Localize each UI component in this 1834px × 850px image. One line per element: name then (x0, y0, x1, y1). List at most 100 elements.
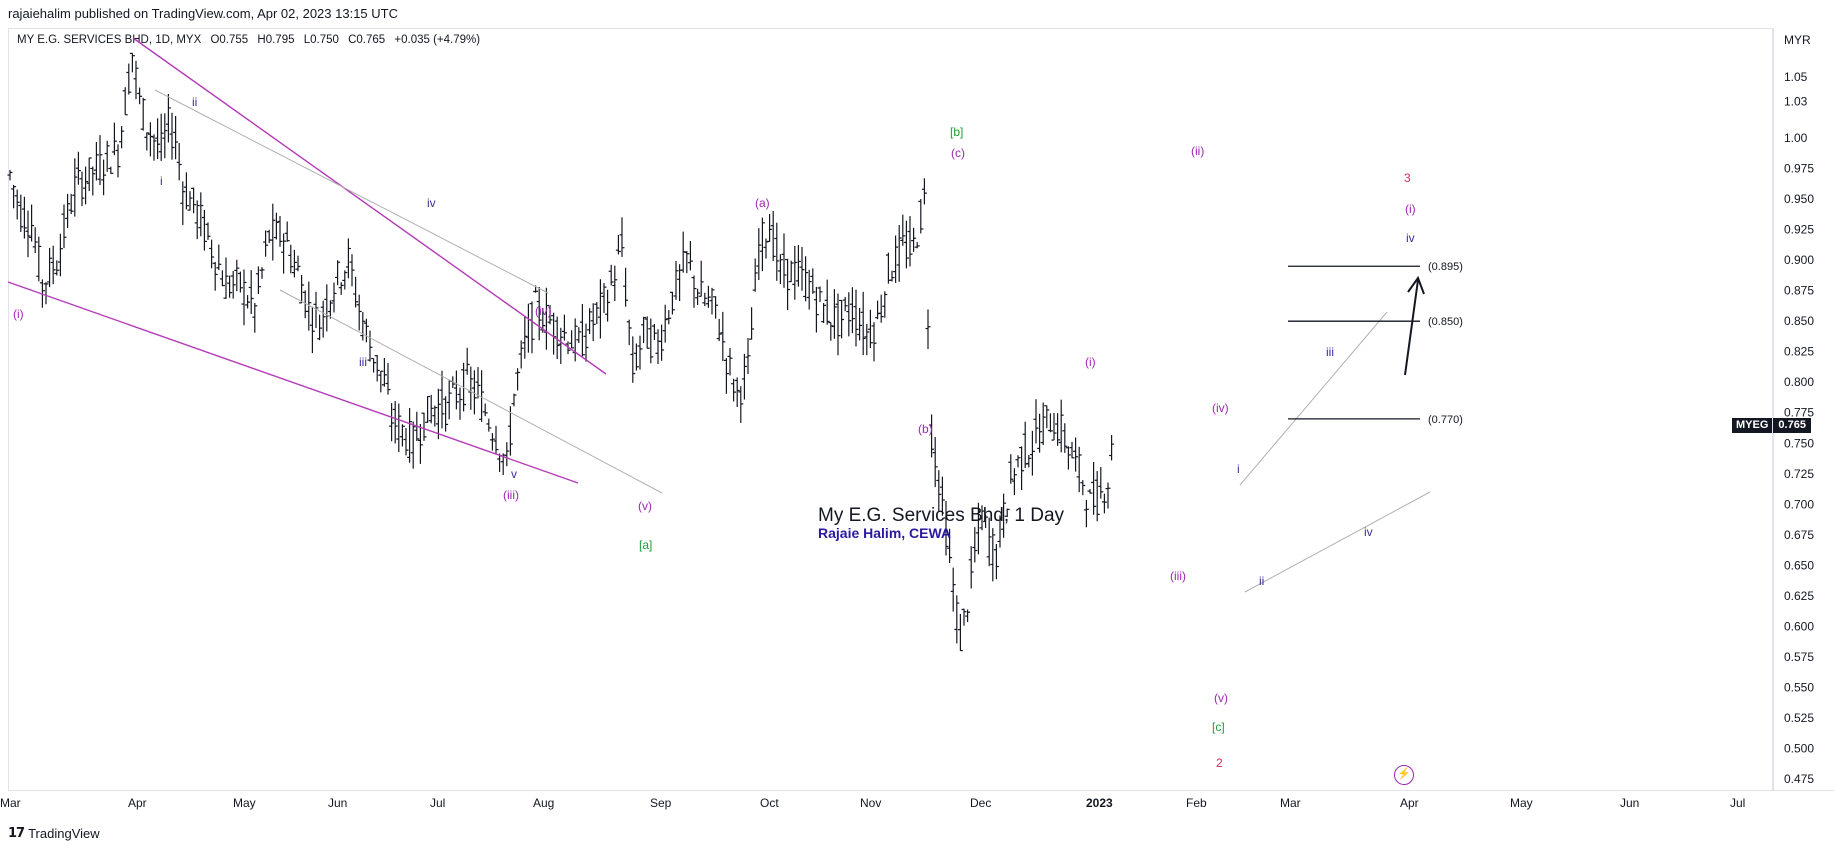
badge-price: 0.765 (1773, 418, 1811, 433)
wave-label: v (511, 467, 517, 481)
price-tick-label: 0.650 (1784, 558, 1814, 572)
price-tick-label: 0.550 (1784, 680, 1814, 694)
time-tick-label: Dec (970, 796, 991, 810)
price-tick-label: 0.725 (1784, 467, 1814, 481)
price-tick-label: 0.600 (1784, 619, 1814, 633)
price-tick-label: 0.500 (1784, 741, 1814, 755)
time-tick-label: Nov (860, 796, 881, 810)
time-tick-label: May (233, 796, 256, 810)
time-tick-label: Jun (328, 796, 347, 810)
close-value: C0.765 (348, 34, 386, 46)
channel-line-grey (279, 289, 663, 494)
price-tick-label: 0.675 (1784, 528, 1814, 542)
wave-label: (iii) (1170, 569, 1186, 583)
price-tick-label: 0.975 (1784, 162, 1814, 176)
time-tick-label: Aug (533, 796, 554, 810)
badge-symbol: MYEG (1732, 418, 1773, 433)
spacer (1240, 492, 1430, 493)
wave-label: [b] (950, 125, 963, 139)
price-tick-label: 0.900 (1784, 253, 1814, 267)
wave-label: i (160, 174, 163, 188)
price-tick-label: 0.850 (1784, 314, 1814, 328)
price-tick-label: 0.950 (1784, 192, 1814, 206)
price-tick-label: 0.625 (1784, 589, 1814, 603)
price-tick-label: 0.575 (1784, 650, 1814, 664)
low-value: L0.750 (303, 34, 339, 46)
lightning-icon[interactable]: ⚡ (1394, 765, 1414, 785)
price-axis[interactable] (1773, 28, 1834, 791)
time-tick-label: Oct (760, 796, 779, 810)
wave-label: iv (427, 196, 436, 210)
footer-brand: TradingView (28, 826, 100, 841)
wave-label: (iii) (503, 488, 519, 502)
wave-label: i (1237, 462, 1240, 476)
price-tick-label: 0.775 (1784, 406, 1814, 420)
wave-label: 2 (1216, 756, 1223, 770)
price-tick-label: 0.825 (1784, 345, 1814, 359)
wave-label: (ii) (1191, 144, 1204, 158)
symbol-legend: MY E.G. SERVICES BHD, 1D, MYX O0.755 H0.… (17, 34, 486, 46)
projection-arrowhead (1407, 275, 1425, 295)
wave-label: (v) (638, 499, 652, 513)
wave-label: ii (1259, 574, 1264, 588)
wedge-line-grey (1244, 491, 1431, 593)
last-price-badge: MYEG 0.765 (1732, 418, 1811, 433)
tradingview-logo-icon: 17 (8, 826, 25, 841)
time-tick-label: Apr (128, 796, 147, 810)
chart-pane[interactable] (8, 28, 1773, 791)
trendline-upper-purple (132, 37, 607, 375)
time-tick-label: May (1510, 796, 1533, 810)
published-line: rajaiehalim published on TradingView.com… (8, 6, 398, 21)
annotation-title: My E.G. Services Bhd, 1 Day (818, 505, 1065, 526)
wave-label: (i) (13, 307, 24, 321)
price-tick-label: 0.700 (1784, 497, 1814, 511)
high-value: H0.795 (257, 34, 295, 46)
wave-label: iii (1326, 345, 1334, 359)
wave-label: [c] (1212, 720, 1225, 734)
price-tick-label: 1.05 (1784, 70, 1808, 84)
price-tick-label: 0.875 (1784, 284, 1814, 298)
annotation-author: Rajaie Halim, CEWA (818, 525, 952, 541)
price-tick-label: 0.475 (1784, 772, 1814, 786)
time-tick-label: Mar (0, 796, 21, 810)
symbol-name: MY E.G. SERVICES BHD, 1D, MYX (17, 34, 202, 46)
wave-label: (b) (918, 422, 933, 436)
time-tick-label: Mar (1280, 796, 1301, 810)
time-tick-label: Jun (1620, 796, 1639, 810)
price-tick-label: 0.800 (1784, 375, 1814, 389)
time-tick-label: Feb (1186, 796, 1207, 810)
open-value: O0.755 (210, 34, 249, 46)
wave-label: (iv) (1212, 401, 1229, 415)
wave-label: iii (359, 355, 367, 369)
time-tick-label: Jul (430, 796, 445, 810)
time-tick-label: Jul (1730, 796, 1745, 810)
wave-label: iv (1364, 525, 1373, 539)
time-tick-label: 2023 (1086, 796, 1113, 810)
change-value: +0.035 (+4.79%) (394, 34, 481, 46)
wave-label: (iv) (535, 304, 552, 318)
wave-label: (v) (1214, 691, 1228, 705)
wave-label: ii (192, 95, 197, 109)
price-tick-label: 0.750 (1784, 436, 1814, 450)
trendline-lower-purple (7, 281, 579, 484)
price-tick-label: 0.925 (1784, 223, 1814, 237)
wave-label: 3 (1404, 171, 1411, 185)
price-tick-label: 0.525 (1784, 711, 1814, 725)
price-tick-label: 1.03 (1784, 94, 1808, 108)
time-axis-border (8, 790, 1834, 791)
wedge-line-grey (1239, 311, 1388, 486)
time-tick-label: Apr (1400, 796, 1419, 810)
currency-label: MYR (1784, 33, 1811, 47)
footer[interactable]: 17 TradingView (8, 826, 100, 841)
wave-label: [a] (639, 538, 652, 552)
wave-label: iv (1406, 231, 1415, 245)
wave-label: (c) (951, 146, 965, 160)
projection-arrow (1404, 279, 1419, 376)
wave-label: (a) (755, 196, 770, 210)
target-level-label: (0.770) (1428, 414, 1463, 426)
target-level-label: (0.850) (1428, 316, 1463, 328)
time-tick-label: Sep (650, 796, 672, 810)
wave-label: (i) (1085, 355, 1096, 369)
target-level-label: (0.895) (1428, 261, 1463, 273)
